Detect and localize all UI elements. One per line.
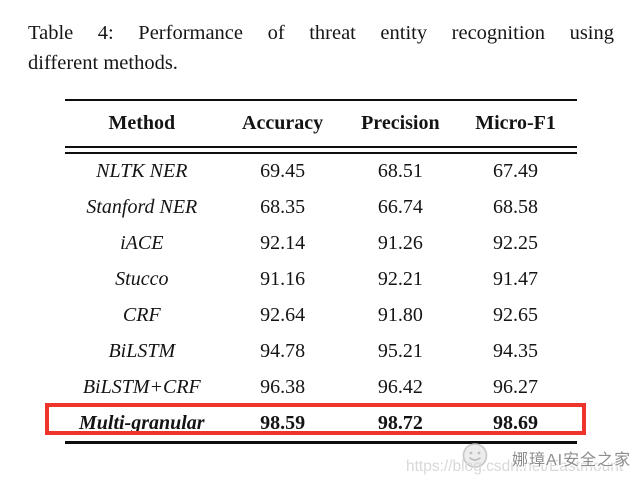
accuracy-cell: 92.14	[260, 232, 306, 255]
table-row: iACE 92.14 91.26 92.25	[65, 226, 577, 262]
method-cell: NLTK NER	[96, 160, 188, 183]
column-header-accuracy: Accuracy	[242, 112, 324, 134]
method-cell: BiLSTM	[108, 339, 176, 362]
precision-cell: 91.26	[377, 232, 423, 255]
method-cell: CRF	[122, 304, 161, 326]
method-cell: Stucco	[115, 268, 169, 291]
accuracy-cell: 98.59	[260, 411, 306, 434]
results-table: Method Accuracy Precision Micro-F1 NLTK …	[65, 99, 577, 445]
micro-f1-cell: 91.47	[493, 268, 539, 291]
micro-f1-cell: 92.65	[493, 304, 539, 326]
micro-f1-cell: 98.69	[493, 411, 539, 434]
accuracy-cell: 69.45	[260, 160, 306, 183]
table-caption: Table 4: Performance of threat entity re…	[28, 18, 614, 78]
watermark-url-text: https://blog.csdn.net/Eastmount	[406, 458, 624, 475]
table-header-row: Method Accuracy Precision Micro-F1	[65, 101, 577, 146]
method-cell: Stanford NER	[86, 196, 198, 219]
caption-line-2: different methods.	[28, 52, 178, 74]
accuracy-cell: 68.35	[260, 196, 306, 219]
precision-cell: 98.72	[377, 411, 423, 434]
csdn-avatar-icon	[462, 443, 488, 468]
precision-cell: 68.51	[377, 160, 423, 183]
method-cell: BiLSTM+CRF	[82, 375, 201, 398]
method-cell: iACE	[120, 232, 164, 255]
micro-f1-cell: 92.25	[493, 232, 539, 255]
table-top-rule	[65, 99, 577, 101]
precision-cell: 92.21	[377, 268, 423, 291]
table-row: NLTK NER 69.45 68.51 67.49	[65, 154, 577, 190]
accuracy-cell: 96.38	[260, 375, 306, 398]
table-header-double-rule	[65, 146, 577, 154]
table-row: BiLSTM 94.78 95.21 94.35	[65, 333, 577, 369]
table-row: Stanford NER 68.35 66.74 68.58	[65, 190, 577, 226]
micro-f1-cell: 94.35	[493, 339, 539, 362]
method-cell: Multi-granular	[78, 411, 205, 434]
watermark-brand-text: 娜璋AI安全之家	[512, 452, 632, 469]
column-header-method: Method	[108, 112, 176, 134]
precision-cell: 96.42	[377, 375, 423, 398]
table-row-highlighted: Multi-granular 98.59 98.72 98.69	[65, 405, 577, 441]
table-row: CRF 92.64 91.80 92.65	[65, 298, 577, 334]
accuracy-cell: 91.16	[260, 268, 306, 291]
table-row: BiLSTM+CRF 96.38 96.42 96.27	[65, 369, 577, 405]
precision-cell: 66.74	[377, 196, 423, 219]
precision-cell: 95.21	[377, 339, 423, 362]
accuracy-cell: 94.78	[260, 339, 306, 362]
table-row: Stucco 91.16 92.21 91.47	[65, 262, 577, 298]
table-bottom-rule	[65, 441, 577, 445]
precision-cell: 91.80	[377, 304, 423, 326]
micro-f1-cell: 68.58	[493, 196, 539, 219]
column-header-precision: Precision	[361, 112, 440, 134]
micro-f1-cell: 67.49	[493, 160, 539, 183]
accuracy-cell: 92.64	[260, 304, 306, 326]
column-header-micro-f1: Micro-F1	[475, 112, 556, 134]
micro-f1-cell: 96.27	[493, 375, 539, 398]
caption-line-1: Table 4: Performance of threat entity re…	[28, 22, 614, 44]
